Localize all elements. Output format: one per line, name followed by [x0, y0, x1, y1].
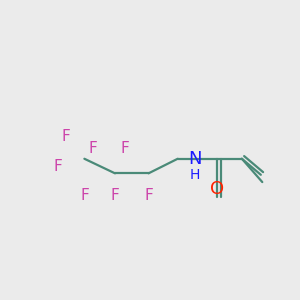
Text: H: H: [190, 168, 200, 182]
Text: F: F: [144, 188, 153, 203]
Text: O: O: [210, 180, 224, 198]
Text: F: F: [61, 129, 70, 144]
Text: F: F: [89, 141, 98, 156]
Text: N: N: [188, 150, 202, 168]
Text: F: F: [111, 188, 119, 203]
Text: F: F: [121, 141, 130, 156]
Text: F: F: [54, 158, 62, 173]
Text: F: F: [80, 188, 89, 203]
